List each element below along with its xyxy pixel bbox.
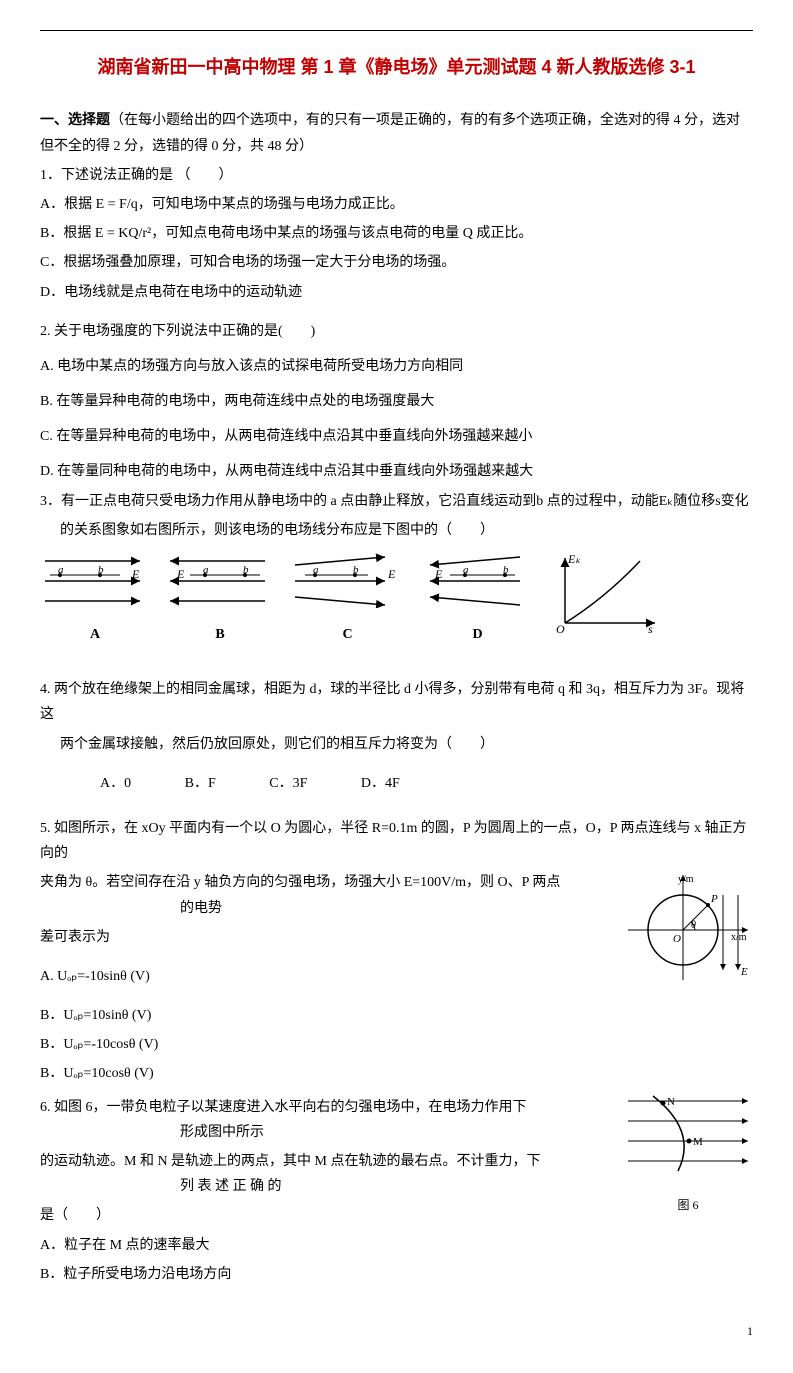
- q3-graph: Eₖ s O: [550, 553, 660, 647]
- field-lines-d-icon: E a b: [420, 553, 535, 608]
- section-label: 一、选择题: [40, 113, 110, 128]
- q1-stem: 1．下述说法正确的是 （ ）: [40, 163, 753, 188]
- q5-opt-c: B．Uₒₚ=-10cosθ (V): [40, 1032, 753, 1057]
- page-title: 湖南省新田一中高中物理 第 1 章《静电场》单元测试题 4 新人教版选修 3-1: [40, 51, 753, 83]
- svg-text:M: M: [693, 1136, 703, 1148]
- circle-field-icon: P O θ y/m x/m E: [623, 870, 753, 990]
- trajectory-icon: N M: [623, 1091, 753, 1186]
- q5-stem-line1: 5. 如图所示，在 xOy 平面内有一个以 O 为圆心，半径 R=0.1m 的圆…: [40, 816, 753, 866]
- q3-label-a: A: [40, 622, 150, 647]
- svg-text:θ: θ: [691, 920, 696, 931]
- svg-text:b: b: [503, 564, 509, 576]
- q3-diagram-c: a b E C: [290, 553, 405, 646]
- q2-opt-c: C. 在等量异种电荷的电场中，从两电荷连线中点沿其中垂直线向外场强越来越小: [40, 424, 753, 449]
- q3-label-d: D: [420, 622, 535, 647]
- q6-figure: N M 图 6: [623, 1091, 753, 1217]
- q3-diagram-a: a b E A: [40, 553, 150, 646]
- q6-opt-a: A．粒子在 M 点的速率最大: [40, 1233, 753, 1258]
- svg-text:E: E: [387, 567, 396, 581]
- top-rule: [40, 30, 753, 31]
- q3-diagrams: a b E A E a b B a b E: [40, 553, 753, 647]
- svg-text:a: a: [463, 564, 469, 576]
- svg-text:Eₖ: Eₖ: [567, 553, 581, 566]
- q5-opt-d: B．Uₒₚ=10cosθ (V): [40, 1061, 753, 1086]
- svg-text:a: a: [313, 564, 319, 576]
- svg-text:a: a: [58, 564, 64, 576]
- svg-text:E: E: [131, 567, 140, 581]
- ek-s-graph-icon: Eₖ s O: [550, 553, 660, 638]
- q4-stem-line2: 两个金属球接触，然后仍放回原处，则它们的相互斥力将变为（ ）: [40, 732, 753, 757]
- svg-text:a: a: [203, 564, 209, 576]
- svg-text:O: O: [673, 933, 681, 945]
- q1-opt-c: C．根据场强叠加原理，可知合电场的场强一定大于分电场的场强。: [40, 250, 753, 275]
- q4-stem-line1: 4. 两个放在绝缘架上的相同金属球，相距为 d，球的半径比 d 小得多，分别带有…: [40, 677, 753, 727]
- q5-opt-b: B．Uₒₚ=10sinθ (V): [40, 1003, 753, 1028]
- q5-figure: P O θ y/m x/m E: [623, 870, 753, 999]
- q4-opt-c: C．3F: [269, 771, 307, 796]
- svg-text:E: E: [434, 567, 443, 581]
- q3-diagram-b: E a b B: [165, 553, 275, 646]
- field-lines-c-icon: a b E: [290, 553, 405, 608]
- q4-opt-a: A．0: [100, 771, 131, 796]
- q4-opt-d: D．4F: [361, 771, 400, 796]
- svg-text:E: E: [740, 966, 748, 978]
- q3-label-c: C: [290, 622, 405, 647]
- svg-text:E: E: [176, 567, 185, 581]
- svg-text:O: O: [556, 622, 565, 636]
- page-number: 1: [40, 1321, 753, 1343]
- field-lines-b-icon: E a b: [165, 553, 275, 608]
- svg-text:b: b: [98, 564, 104, 576]
- svg-text:b: b: [353, 564, 359, 576]
- q3-diagram-d: E a b D: [420, 553, 535, 646]
- q1-opt-a: A．根据 E = F/q，可知电场中某点的场强与电场力成正比。: [40, 192, 753, 217]
- section-desc: （在每小题给出的四个选项中，有的只有一项是正确的，有的有多个选项正确，全选对的得…: [40, 113, 740, 153]
- q6-caption: 图 6: [623, 1195, 753, 1217]
- svg-text:y/m: y/m: [678, 874, 694, 885]
- section-header: 一、选择题（在每小题给出的四个选项中，有的只有一项是正确的，有的有多个选项正确，…: [40, 108, 753, 158]
- q4-options: A．0 B．F C．3F D．4F: [40, 771, 753, 796]
- svg-text:b: b: [243, 564, 249, 576]
- svg-text:s: s: [648, 622, 653, 636]
- q4-opt-b: B．F: [185, 771, 216, 796]
- q2-opt-d: D. 在等量同种电荷的电场中，从两电荷连线中点沿其中垂直线向外场强越来越大: [40, 459, 753, 484]
- svg-text:N: N: [667, 1096, 675, 1108]
- field-lines-a-icon: a b E: [40, 553, 150, 608]
- svg-text:x/m: x/m: [731, 932, 747, 943]
- svg-text:P: P: [710, 893, 718, 905]
- q2-stem: 2. 关于电场强度的下列说法中正确的是( ): [40, 319, 753, 344]
- q3-label-b: B: [165, 622, 275, 647]
- q2-opt-b: B. 在等量异种电荷的电场中，两电荷连线中点处的电场强度最大: [40, 389, 753, 414]
- q3-stem-line1: 3．有一正点电荷只受电场力作用从静电场中的 a 点由静止释放，它沿直线运动到b …: [40, 489, 753, 514]
- q3-stem-line2: 的关系图象如右图所示，则该电场的电场线分布应是下图中的（ ）: [40, 518, 753, 543]
- q6-opt-b: B．粒子所受电场力沿电场方向: [40, 1262, 753, 1287]
- q2-opt-a: A. 电场中某点的场强方向与放入该点的试探电荷所受电场力方向相同: [40, 354, 753, 379]
- q1-opt-b: B．根据 E = KQ/r²，可知点电荷电场中某点的场强与该点电荷的电量 Q 成…: [40, 221, 753, 246]
- q1-opt-d: D．电场线就是点电荷在电场中的运动轨迹: [40, 280, 753, 305]
